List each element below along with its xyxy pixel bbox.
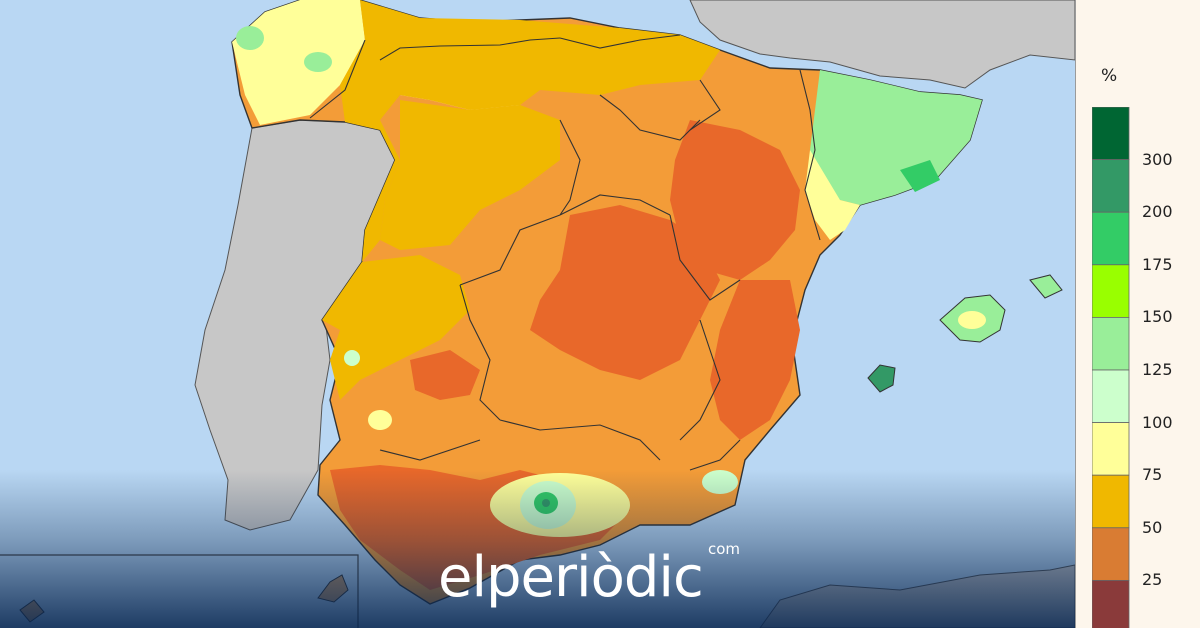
brand-suffix: com — [708, 540, 741, 558]
ibiza-island — [867, 364, 896, 393]
france-land — [689, 0, 1076, 89]
extremadura-red-zone — [410, 350, 480, 400]
legend-unit-label: % — [1101, 66, 1118, 86]
legend-tick-label: 100 — [1142, 413, 1173, 432]
catalonia-darkgreen-spot — [900, 160, 940, 192]
legend-swatch — [1092, 527, 1130, 581]
legend-tick-label: 25 — [1142, 570, 1163, 589]
brand-logo: elperiòdic com — [438, 540, 778, 620]
legend-tick-label: 200 — [1142, 202, 1173, 221]
central-red-zone — [530, 205, 720, 380]
valencia-red-zone — [710, 280, 800, 440]
catalonia-yellow-zone — [805, 150, 860, 240]
mallorca-yellow-spot — [958, 311, 986, 329]
catalonia-green-zone — [810, 70, 982, 205]
legend-swatch — [1092, 107, 1130, 160]
legend-swatch — [1092, 316, 1130, 371]
legend-swatch — [1092, 422, 1130, 476]
legend-tick-label: 125 — [1142, 360, 1173, 379]
legend-tick-label: 50 — [1142, 518, 1163, 537]
bottom-gradient-overlay — [0, 470, 1200, 628]
legend-tick-label: 150 — [1142, 307, 1173, 326]
legend-swatch — [1092, 211, 1130, 266]
regional-borders — [309, 34, 821, 471]
extremadura-ochre-zone — [322, 255, 470, 400]
aragon-red-zone — [670, 120, 800, 280]
north-yellow-zone — [232, 0, 365, 125]
galicia-lightgreen-spot — [236, 26, 264, 50]
galicia-green-spot — [304, 52, 332, 72]
north-ochre-band — [340, 0, 720, 262]
extremadura-lightgreen-spot — [344, 350, 360, 366]
legend-tick-label: 300 — [1142, 150, 1173, 169]
extremadura-lightyellow-spot — [368, 410, 392, 430]
legend-color-bar — [1092, 107, 1130, 628]
legend-swatch — [1092, 159, 1130, 213]
menorca-island — [1029, 274, 1063, 299]
castilla-ochre-zone — [380, 100, 560, 250]
legend-swatch — [1092, 264, 1130, 318]
legend-swatch — [1092, 369, 1130, 423]
legend-tick-label: 75 — [1142, 465, 1163, 484]
legend-swatch — [1092, 474, 1130, 529]
legend-tick-label: 175 — [1142, 255, 1173, 274]
legend-swatch — [1092, 579, 1130, 628]
brand-name: elperiòdic — [438, 545, 704, 610]
